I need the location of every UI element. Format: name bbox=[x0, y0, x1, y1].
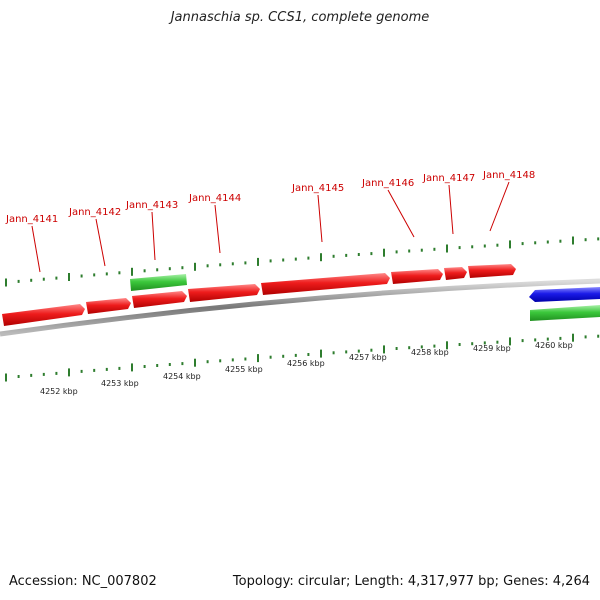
gene-label-jann-4144[interactable]: Jann_4144 bbox=[188, 193, 241, 204]
gene-arrow-jann-4147[interactable] bbox=[444, 267, 467, 280]
gene-label-jann-4141[interactable]: Jann_4141 bbox=[5, 214, 58, 225]
gene-leader-line bbox=[489, 181, 510, 232]
kbp-labels: 4252 kbp 4253 kbp 4254 kbp 4255 kbp 4256 kbp… bbox=[40, 341, 573, 396]
genome-backbone bbox=[0, 278, 600, 337]
kbp-label: 4258 kbp bbox=[411, 348, 449, 357]
gene-arrow-jann-4144[interactable] bbox=[188, 284, 260, 302]
other-genes bbox=[130, 274, 600, 321]
gene-arrow-jann-4148[interactable] bbox=[468, 264, 516, 278]
gene-leader-line bbox=[31, 225, 41, 273]
kbp-label: 4260 kbp bbox=[535, 341, 573, 350]
gene-label-jann-4145[interactable]: Jann_4145 bbox=[291, 183, 344, 194]
map-title: Jannaschia sp. CCS1, complete genome bbox=[170, 10, 430, 25]
gene-label-jann-4142[interactable]: Jann_4142 bbox=[68, 207, 121, 218]
accession-text: Accession: NC_007802 bbox=[9, 574, 157, 589]
gene-blue-1[interactable] bbox=[529, 287, 600, 302]
gene-arrow-jann-4143[interactable] bbox=[132, 291, 187, 308]
gene-label-jann-4143[interactable]: Jann_4143 bbox=[125, 200, 178, 211]
gene-leader-line bbox=[317, 194, 323, 243]
gene-labels: Jann_4141 Jann_4142 Jann_4143 Jann_4144 Jann… bbox=[5, 170, 535, 273]
gene-arrow-jann-4146[interactable] bbox=[391, 269, 443, 284]
upper-tick-track bbox=[5, 236, 600, 287]
gene-label-jann-4146[interactable]: Jann_4146 bbox=[361, 178, 414, 189]
gene-arrow-jann-4142[interactable] bbox=[86, 298, 131, 314]
genome-summary-text: Topology: circular; Length: 4,317,977 bp… bbox=[232, 574, 590, 589]
gene-label-jann-4147[interactable]: Jann_4147 bbox=[422, 173, 475, 184]
gene-arrow-jann-4145[interactable] bbox=[261, 273, 390, 295]
gene-arrow-jann-4141[interactable] bbox=[2, 304, 85, 326]
kbp-label: 4252 kbp bbox=[40, 387, 78, 396]
gene-leader-line bbox=[214, 204, 221, 254]
lower-tick-track bbox=[5, 333, 600, 382]
gene-label-jann-4148[interactable]: Jann_4148 bbox=[482, 170, 535, 181]
kbp-label: 4254 kbp bbox=[163, 372, 201, 381]
gene-leader-line bbox=[387, 189, 415, 238]
gene-green-1[interactable] bbox=[130, 274, 187, 291]
kbp-label: 4256 kbp bbox=[287, 359, 325, 368]
gene-green-2[interactable] bbox=[530, 305, 600, 321]
gene-leader-line bbox=[448, 184, 454, 235]
gene-leader-line bbox=[151, 211, 156, 261]
reverse-genes bbox=[529, 287, 600, 302]
forward-genes bbox=[2, 264, 516, 326]
kbp-label: 4259 kbp bbox=[473, 344, 511, 353]
kbp-label: 4257 kbp bbox=[349, 353, 387, 362]
kbp-label: 4255 kbp bbox=[225, 365, 263, 374]
kbp-label: 4253 kbp bbox=[101, 379, 139, 388]
gene-leader-line bbox=[95, 218, 106, 267]
